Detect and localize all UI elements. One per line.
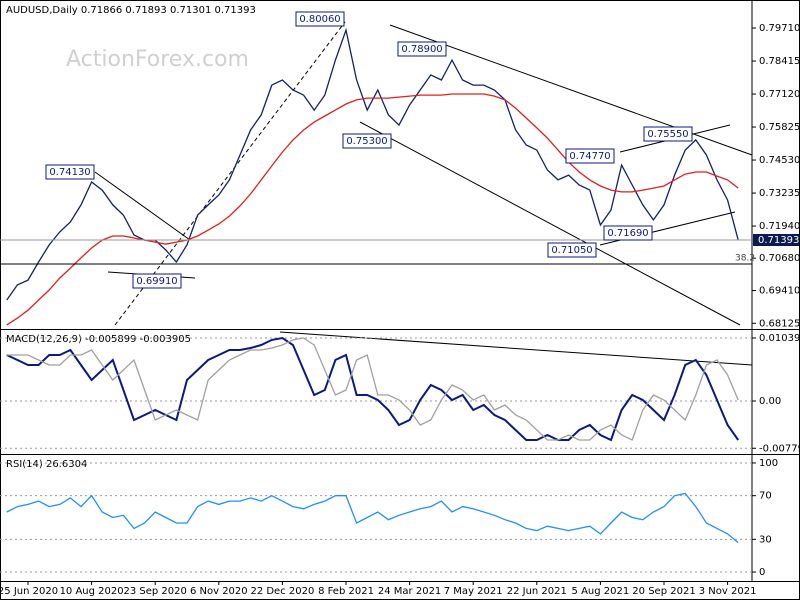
series-line [6,27,739,301]
y-tick-label: 0.74530 [759,155,800,166]
trendline [279,331,753,366]
y-tick-label: 30 [759,534,772,545]
x-tick-label: 8 Feb 2021 [318,586,374,597]
annotation-box [342,133,392,149]
x-tick-label: 25 Jun 2020 [0,586,58,597]
x-tick-label: 20 Sep 2021 [632,586,695,597]
x-tick-label: 22 Dec 2020 [250,586,314,597]
y-tick-label: 0.78415 [759,56,800,67]
y-tick-label: 0.68125 [759,318,800,329]
y-tick-label: 0.79710 [759,23,800,34]
annotation-box [397,41,447,57]
x-tick-label: 23 Sep 2020 [124,586,187,597]
panel-title: RSI(14) 26.6304 [6,459,87,470]
x-tick-label: 22 Jun 2021 [507,586,567,597]
y-tick-label: 0.75825 [759,122,800,133]
y-tick-label: 0.00 [759,396,781,407]
annotation: 0.80060 [299,14,340,25]
annotation: 0.69910 [136,276,177,287]
panel-title: MACD(12,26,9) -0.005899 -0.003905 [6,334,191,345]
y-tick-label: 0 [759,567,765,578]
x-tick-label: 7 May 2021 [444,586,503,597]
y-tick-label: 0.77120 [759,89,800,100]
last-price-box [753,233,799,246]
series-line [6,492,739,544]
y-tick-label: -0.007797 [759,443,800,454]
trendline [359,121,741,326]
annotation-box [132,273,182,289]
watermark: ActionForex.com [66,47,249,72]
x-tick-label: 24 Mar 2021 [378,586,441,597]
annotation: 0.74770 [569,151,610,162]
y-tick-label: 0.70680 [759,253,800,264]
y-tick-label: 100 [759,458,778,469]
trendline [94,171,191,241]
series-line [6,336,740,442]
last-price-label: 0.71393 [758,235,799,246]
annotation: 0.75550 [647,129,688,140]
chart-title: AUDUSD,Daily 0.71866 0.71893 0.71301 0.7… [6,5,256,16]
x-tick-label: 10 Aug 2020 [60,586,124,597]
annotation-box [295,11,345,27]
y-tick-label: 0.71940 [759,221,800,232]
annotation: 0.75300 [346,136,387,147]
series-line [6,337,739,441]
y-tick-label: 0.010394 [759,333,800,344]
series-line [6,93,739,326]
y-tick-label: 0.73235 [759,188,800,199]
annotation-box [643,126,693,142]
x-tick-label: 3 Nov 2021 [699,586,757,597]
annotation: 0.71050 [551,245,592,256]
x-tick-label: 5 Aug 2021 [572,586,630,597]
annotation-box [603,225,653,241]
fib-label: 38.2 [735,254,755,264]
annotation: 0.74130 [49,167,90,178]
y-tick-label: 0.69410 [759,286,800,297]
annotation: 0.78900 [401,44,442,55]
x-tick-label: 6 Nov 2020 [190,586,248,597]
annotation-box [547,242,597,258]
annotation-box [45,164,95,180]
annotation-box [565,148,615,164]
annotation: 0.71690 [607,228,648,239]
y-tick-label: 70 [759,491,772,502]
